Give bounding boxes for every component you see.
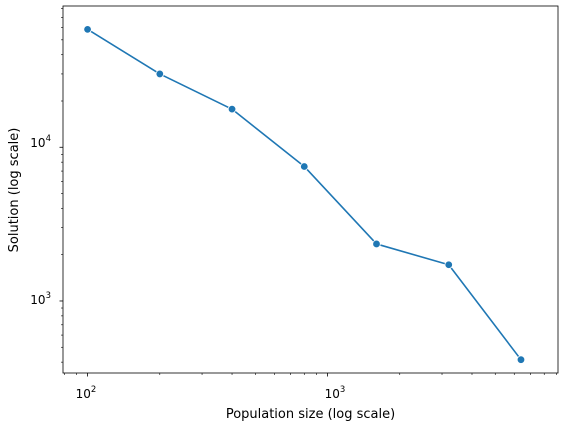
x-axis-label: Population size (log scale) bbox=[226, 407, 395, 422]
data-point bbox=[516, 355, 526, 364]
data-point bbox=[155, 69, 165, 79]
data-point bbox=[300, 162, 309, 171]
x-tick-label-0: 102 bbox=[76, 385, 97, 401]
major-ticks bbox=[59, 146, 328, 377]
data-point bbox=[444, 260, 453, 269]
y-tick-label-0: 103 bbox=[30, 291, 51, 307]
x-tick-label-1: 103 bbox=[325, 385, 346, 401]
plot-frame bbox=[62, 5, 559, 374]
y-axis-label: Solution (log scale) bbox=[7, 128, 22, 253]
series-layer bbox=[83, 25, 526, 364]
data-point bbox=[372, 239, 381, 249]
data-point bbox=[227, 104, 237, 114]
y-tick-label-1: 104 bbox=[30, 134, 51, 150]
data-point bbox=[83, 25, 92, 34]
